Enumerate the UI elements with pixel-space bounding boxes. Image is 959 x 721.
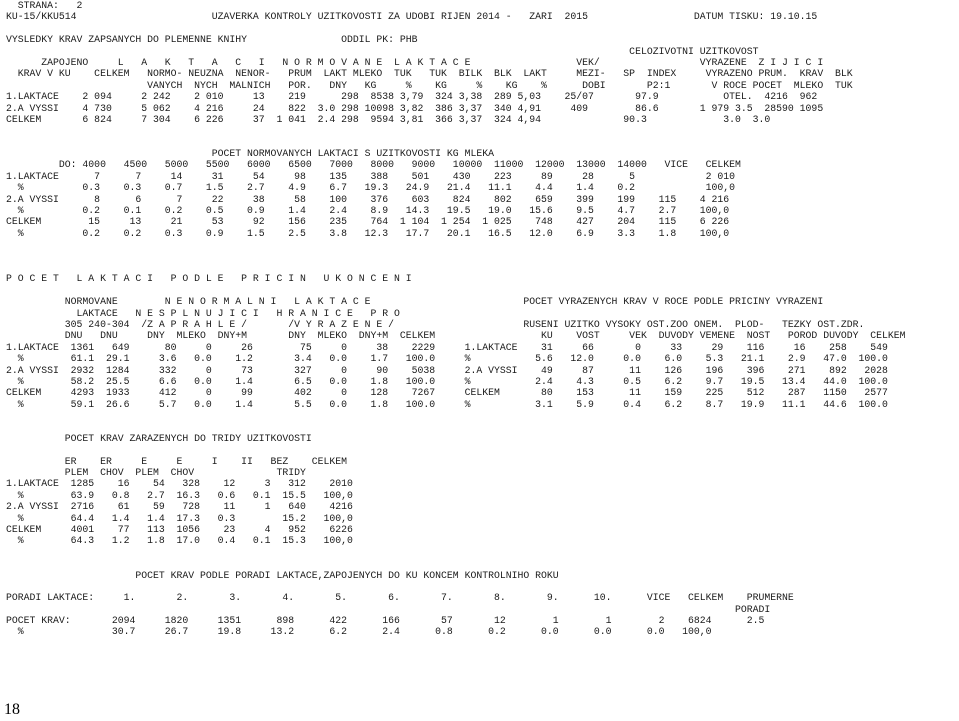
report-line — [6, 547, 906, 558]
report-line: % 61.1 29.1 3.6 0.0 1.2 3.4 0.0 1.7 100.… — [6, 353, 888, 365]
report-line: STRANA: 2 — [6, 0, 83, 11]
report-line: DNU DNU DNY MLEKO DNY+M DNY MLEKO DNY+M … — [6, 330, 906, 342]
report-line: 1.LAKTACE 1285 16 54 328 12 3 312 2010 — [6, 478, 353, 490]
report-line — [6, 421, 906, 432]
report-line: 305 240-304 /Z A P R A H L E / /V Y R A … — [6, 318, 865, 330]
report-page: STRANA: 2 KU-15/KKU514 UZAVERKA KONTROLY … — [6, 0, 906, 638]
report-line: POCET NORMOVANYCH LAKTACI S UZITKOVOSTI … — [6, 148, 494, 160]
report-line: % 0.2 0.2 0.3 0.9 1.5 2.5 3.8 12.3 17.7 … — [6, 227, 730, 239]
report-line: PORADI — [6, 603, 771, 615]
report-line: 1.LAKTACE 7 7 14 31 54 98 135 388 501 43… — [6, 170, 736, 182]
report-line: POCET KRAV ZARAZENYCH DO TRIDY UZITKOVOS… — [6, 432, 312, 444]
report-line: % 58.2 25.5 6.6 0.0 1.4 6.5 0.0 1.8 100.… — [6, 375, 888, 387]
report-line: CELOZIVOTNI UZITKOVOST — [6, 45, 759, 57]
report-line: PORADI LAKTACE: 1. 2. 3. 4. 5. 6. 7. 8. … — [6, 592, 794, 604]
report-line — [6, 558, 906, 569]
report-line: NORMOVANE N E N O R M A L N I L A K T A … — [6, 296, 824, 308]
report-line: CELKEM 15 13 21 53 92 156 235 764 1 104 … — [6, 216, 730, 228]
report-line: PLEM CHOV PLEM CHOV TRIDY — [6, 467, 306, 479]
report-line: CELKEM 6 824 7 304 6 226 37 1 041 2.4 29… — [6, 113, 771, 125]
report-line: P O C E T L A K T A C I P O D L E P R I … — [6, 273, 412, 285]
report-line — [6, 137, 906, 148]
report-line — [6, 125, 906, 136]
report-line: % 59.1 26.6 5.7 0.0 1.4 5.5 0.0 1.8 100.… — [6, 398, 888, 410]
report-line — [6, 251, 906, 262]
report-line: CELKEM 4001 77 113 1056 23 4 952 6226 — [6, 523, 353, 535]
report-line: 2.A VYSSI 2716 61 59 728 11 1 640 4216 — [6, 501, 353, 513]
report-line: LAKTACE N E S P L N U J I C I H R A N I … — [6, 307, 400, 319]
report-line: % 64.3 1.2 1.8 17.0 0.4 0.1 15.3 100,0 — [6, 535, 353, 547]
report-line: 2.A VYSSI 2932 1284 332 0 73 327 0 90 50… — [6, 364, 888, 376]
report-line: % 64.4 1.4 1.4 17.3 0.3 15.2 100,0 — [6, 512, 353, 524]
report-line: 2.A VYSSI 8 6 7 22 38 58 100 376 603 824… — [6, 193, 730, 205]
report-line — [6, 23, 906, 34]
report-line: VANYCH NYCH MALNICH POR. DNY KG % KG % K… — [6, 79, 853, 91]
report-line: KU-15/KKU514 UZAVERKA KONTROLY UZITKOVOS… — [6, 11, 818, 23]
report-line: VYSLEDKY KRAV ZAPSANYCH DO PLEMENNE KNIH… — [6, 34, 418, 46]
report-line: POCET KRAV: 2094 1820 1351 898 422 166 5… — [6, 615, 765, 627]
report-line: 1.LAKTACE 1361 649 80 0 26 75 0 38 2229 … — [6, 341, 888, 353]
report-line — [6, 581, 906, 592]
report-line: 2.A VYSSI 4 730 5 062 4 216 24 822 3.0 2… — [6, 102, 824, 114]
report-line — [6, 239, 906, 250]
report-line: DO: 4000 4500 5000 5500 6000 6500 7000 8… — [6, 159, 741, 171]
report-line — [6, 444, 906, 455]
report-line: ZAPOJENO L A K T A C I N O R M O V A N E… — [6, 56, 824, 68]
report-line: % 0.3 0.3 0.7 1.5 2.7 4.9 6.7 19.3 24.9 … — [6, 182, 736, 194]
report-line: % 30.7 26.7 19.8 13.2 6.2 2.4 0.8 0.2 0.… — [6, 626, 712, 638]
report-line — [6, 410, 906, 421]
report-line: % 63.9 0.8 2.7 16.3 0.6 0.1 15.5 100,0 — [6, 489, 353, 501]
report-line: POCET KRAV PODLE PORADI LAKTACE,ZAPOJENY… — [6, 569, 559, 581]
report-line: % 0.2 0.1 0.2 0.5 0.9 1.4 2.4 8.9 14.3 1… — [6, 205, 730, 217]
report-line: CELKEM 4293 1933 412 0 99 402 0 128 7267… — [6, 387, 888, 399]
report-line: 1.LAKTACE 2 094 2 242 2 010 13 219 298 8… — [6, 91, 818, 103]
report-line: KRAV V KU CELKEM NORMO- NEUZNA NENOR- PR… — [6, 68, 853, 80]
page-number: 18 — [4, 701, 20, 718]
report-line: ER ER E E I II BEZ CELKEM — [6, 455, 347, 467]
report-line — [6, 262, 906, 273]
report-line — [6, 285, 906, 296]
